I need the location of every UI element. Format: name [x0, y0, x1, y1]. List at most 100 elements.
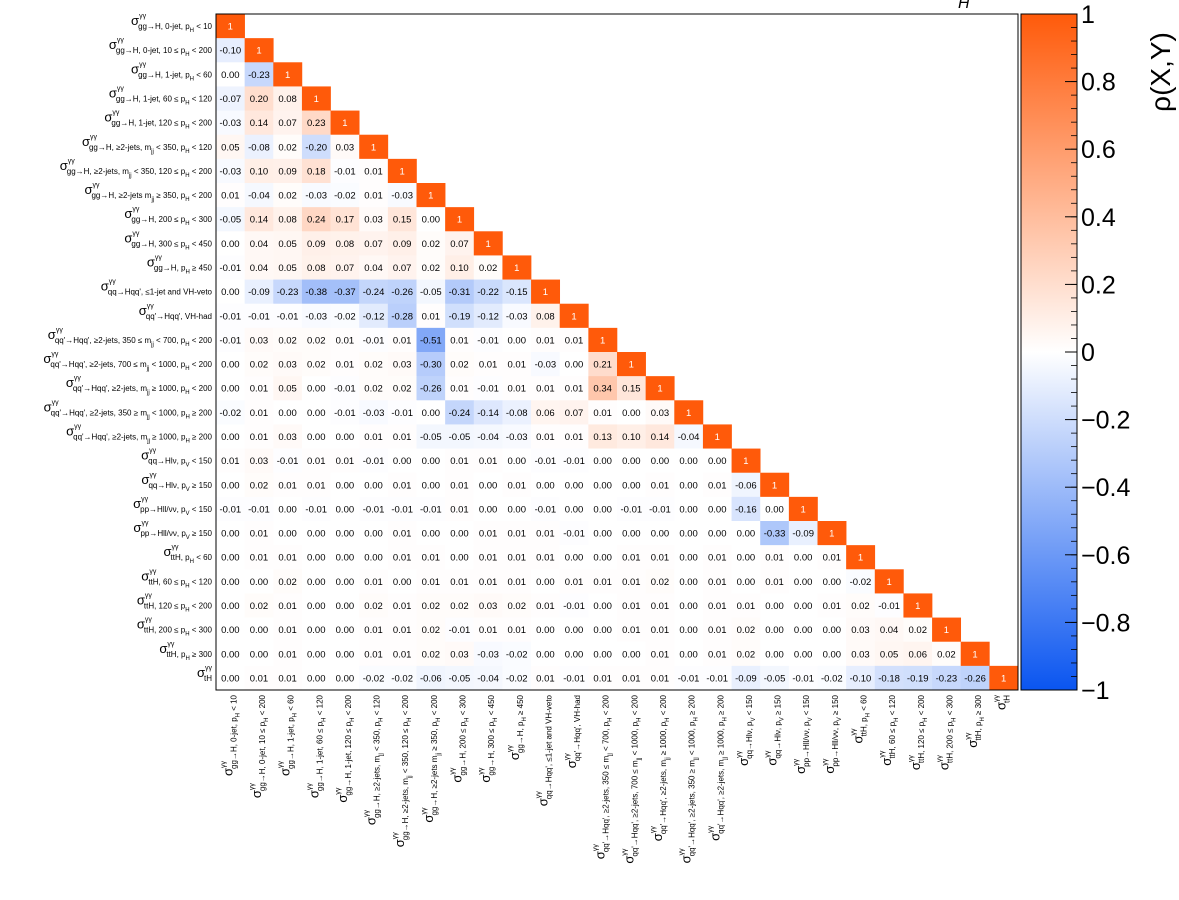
heatmap-cell — [359, 303, 389, 329]
cell-value-label: -0.10 — [850, 673, 872, 684]
heatmap-cell — [588, 665, 618, 691]
cell-value-label: 1 — [772, 480, 777, 491]
cell-value-label: -0.02 — [821, 673, 843, 684]
axis-tick-label: σγγ qq'→Hqq', ≥2-jets, 350 ≤ mjj < 700, p… — [48, 327, 213, 348]
cell-value-label: -0.26 — [964, 673, 986, 684]
cell-value-label: -0.03 — [477, 649, 499, 660]
heatmap-cell — [702, 472, 732, 498]
cell-value-label: 0.00 — [422, 215, 441, 226]
cell-value-label: 0.00 — [536, 625, 555, 636]
chart-title: H — [958, 0, 970, 12]
cell-value-label: 0.00 — [336, 432, 355, 443]
cell-value-label: 0.01 — [278, 625, 297, 636]
heatmap-cell — [731, 569, 761, 594]
heatmap-cell — [445, 231, 475, 256]
cell-value-label: 0.02 — [450, 601, 469, 612]
heatmap-cell — [788, 617, 818, 643]
colorbar-tick-label: −0.8 — [1081, 609, 1130, 637]
cell-value-label: 0.00 — [307, 553, 326, 564]
heatmap-cell — [216, 641, 245, 667]
axis-tick-label: σγγ gg→H, 1-jet, pH < 60 — [131, 61, 213, 82]
heatmap-cell — [502, 641, 532, 667]
heatmap-cell — [416, 617, 446, 643]
heatmap-cell — [760, 593, 790, 618]
heatmap-cell — [216, 327, 245, 353]
cell-value-label: -0.01 — [391, 408, 413, 419]
heatmap-cell — [301, 376, 331, 401]
axis-tick-label: σγγ qq→Hqq', ≤1-jet and VH-veto — [101, 279, 213, 297]
cell-value-label: 1 — [858, 553, 863, 564]
cell-value-label: 0.00 — [336, 649, 355, 660]
heatmap-cell — [588, 593, 618, 618]
cell-value-label: 0.04 — [880, 625, 899, 636]
cell-value-label: -0.03 — [363, 408, 385, 419]
heatmap-cell — [674, 545, 704, 570]
cell-value-label: -0.22 — [477, 287, 499, 298]
heatmap-cell — [674, 593, 704, 618]
heatmap-cell — [416, 255, 446, 280]
cell-value-label: 0.01 — [393, 625, 412, 636]
cell-value-label: -0.01 — [535, 504, 557, 515]
heatmap-cell — [216, 665, 245, 691]
cell-value-label: -0.09 — [248, 287, 270, 298]
cell-value-label: -0.33 — [764, 529, 786, 540]
heatmap-cell — [244, 327, 274, 353]
heatmap-cell — [817, 641, 847, 667]
cell-value-label: -0.05 — [219, 215, 241, 226]
cell-value-label: 1 — [944, 625, 949, 636]
cell-value-label: 0.00 — [565, 504, 584, 515]
cell-value-label: -0.05 — [449, 432, 471, 443]
heatmap-cell — [359, 448, 389, 474]
cell-value-label: 0.01 — [393, 553, 412, 564]
cell-value-label: 0.00 — [422, 408, 441, 419]
heatmap-cell — [817, 569, 847, 594]
cell-value-label: 0.00 — [622, 529, 641, 540]
cell-value-label: 0.00 — [765, 649, 784, 660]
heatmap-cell — [731, 448, 761, 474]
axis-tick-label: σγγ gg→H, 0-jet, 10 ≤ pH < 200 — [109, 37, 213, 58]
axis-tick-label: σγγ ttH, 120 ≤ pH < 200 — [137, 593, 213, 614]
heatmap-cell — [502, 593, 532, 618]
heatmap-cell — [588, 376, 618, 401]
heatmap-cell — [359, 134, 389, 160]
axis-tick-label: σγγ qq'→Hqq', ≥2-jets, mjj ≥ 1000, pH ≥ 2… — [707, 694, 728, 840]
cell-value-label: 0.01 — [536, 335, 555, 346]
cell-value-label: 0.02 — [278, 335, 297, 346]
heatmap-cell — [387, 521, 417, 546]
cell-value-label: -0.08 — [248, 142, 270, 153]
cell-value-label: -0.02 — [334, 311, 356, 322]
cell-value-label: -0.02 — [506, 649, 528, 660]
axis-tick-label: σγγ gg→H, 300 ≤ pH < 450 — [124, 230, 212, 251]
heatmap-cell — [817, 665, 847, 691]
heatmap-cell — [674, 641, 704, 667]
heatmap-cell — [273, 569, 303, 594]
heatmap-cell — [273, 617, 303, 643]
heatmap-cell — [588, 448, 618, 474]
heatmap-cell — [674, 496, 704, 522]
cell-value-label: 0.02 — [278, 191, 297, 202]
cell-value-label: 0.01 — [565, 577, 584, 588]
cell-value-label: -0.02 — [850, 577, 872, 588]
heatmap-cell — [244, 352, 274, 377]
heatmap-cell — [502, 376, 532, 401]
heatmap-cell — [216, 279, 245, 305]
cell-value-label: 0.00 — [679, 480, 698, 491]
axis-tick-label: σγγ qq→Hlν, pV < 150 — [141, 448, 212, 469]
cell-value-label: 0.07 — [364, 239, 383, 250]
cell-value-label: -0.01 — [334, 166, 356, 177]
cell-value-label: -0.03 — [305, 311, 327, 322]
y-axis-labels: σγγ gg→H, 0-jet, pH < 10 σγγ gg→H, 0-jet, 1… — [43, 13, 212, 683]
cell-value-label: 0.00 — [221, 360, 240, 371]
axis-tick-label: σγγ ttH, pH < 60 — [163, 544, 212, 565]
cell-value-label: 0.10 — [450, 263, 469, 274]
heatmap-cell — [531, 496, 561, 522]
cell-value-label: 0.01 — [536, 432, 555, 443]
heatmap-cell — [473, 641, 503, 667]
heatmap-cell — [273, 110, 303, 136]
cell-value-label: 0.04 — [364, 263, 383, 274]
heatmap-cell — [216, 62, 245, 87]
cell-value-label: 0.23 — [307, 118, 326, 129]
cell-value-label: 0.00 — [479, 480, 498, 491]
heatmap-cell — [416, 593, 446, 618]
heatmap-cell — [702, 521, 732, 546]
